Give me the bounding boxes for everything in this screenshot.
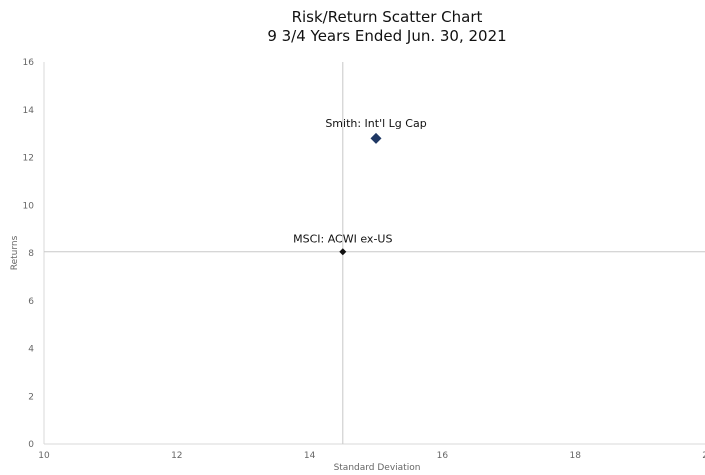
data-point-labels: Smith: Int'l Lg Cap MSCI: ACWI ex-US	[293, 117, 427, 245]
data-point-label: MSCI: ACWI ex-US	[293, 232, 392, 245]
chart-title: Risk/Return Scatter Chart	[292, 8, 483, 26]
x-tick-label: 16	[437, 451, 449, 461]
y-tick-label: 0	[28, 440, 34, 450]
y-tick-label: 6	[28, 297, 34, 307]
data-point-marker	[339, 248, 347, 256]
y-tick-label: 8	[28, 249, 34, 259]
x-axis-title: Standard Deviation	[334, 463, 421, 473]
y-tick-label: 14	[23, 106, 35, 116]
chart-subtitle: 9 3/4 Years Ended Jun. 30, 2021	[267, 27, 506, 45]
y-tick-label: 4	[28, 345, 34, 355]
data-point-marker	[370, 132, 382, 144]
y-tick-label: 10	[23, 201, 35, 211]
x-tick-label: 14	[304, 451, 316, 461]
data-points	[339, 132, 382, 256]
y-tick-labels: 0 2 4 6 8 10 12 14 16	[23, 58, 35, 450]
x-tick-labels: 10 12 14 16 18 20	[38, 451, 705, 461]
y-tick-label: 2	[28, 392, 34, 402]
y-axis-title: Returns	[10, 235, 20, 270]
x-tick-label: 12	[171, 451, 182, 461]
data-point-label: Smith: Int'l Lg Cap	[325, 117, 426, 130]
y-tick-label: 12	[23, 154, 34, 164]
x-tick-label: 18	[569, 451, 581, 461]
x-tick-label: 10	[38, 451, 50, 461]
x-tick-label: 20	[702, 451, 705, 461]
y-tick-label: 16	[23, 58, 35, 68]
